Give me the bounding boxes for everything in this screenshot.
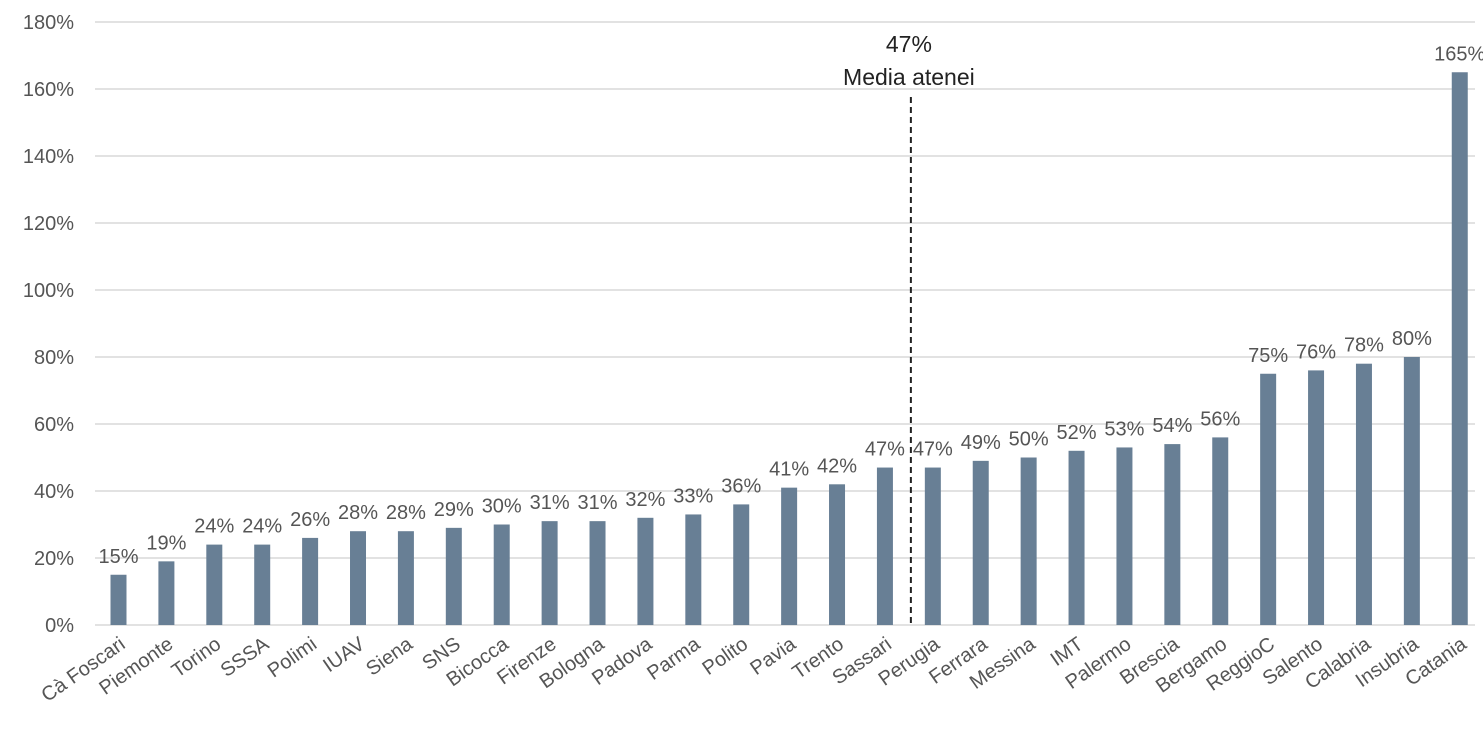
- y-tick-label: 40%: [34, 481, 74, 503]
- grid-lines: [95, 21, 1475, 626]
- bar-trento: [829, 484, 846, 625]
- bar-sssa: [254, 544, 271, 625]
- bar-c-foscari: [110, 574, 127, 625]
- y-tick-label: 60%: [34, 414, 74, 436]
- data-label: 75%: [1248, 345, 1288, 367]
- average-text-label: Media atenei: [843, 64, 975, 90]
- data-label: 28%: [338, 502, 378, 524]
- data-label: 165%: [1434, 43, 1483, 65]
- data-label: 31%: [530, 492, 570, 514]
- y-tick-label: 80%: [34, 347, 74, 369]
- y-tick-label: 140%: [23, 146, 74, 168]
- bar-perugia: [924, 467, 941, 625]
- bar-torino: [206, 544, 223, 625]
- data-label: 53%: [1104, 418, 1144, 440]
- x-tick-label: Torino: [168, 633, 225, 682]
- data-label: 54%: [1152, 415, 1192, 437]
- y-tick-label: 180%: [23, 12, 74, 34]
- bar-calabria: [1355, 363, 1372, 625]
- y-tick-label: 120%: [23, 213, 74, 235]
- data-label: 49%: [961, 432, 1001, 454]
- y-tick-label: 0%: [45, 615, 74, 637]
- bar-catania: [1451, 72, 1468, 625]
- bar-parma: [685, 514, 702, 625]
- average-value-label: 47%: [886, 31, 932, 57]
- data-label: 80%: [1392, 328, 1432, 350]
- data-label: 36%: [721, 475, 761, 497]
- data-label: 31%: [578, 492, 618, 514]
- x-tick-label: SSSA: [217, 633, 274, 682]
- bar-sassari: [876, 467, 893, 625]
- y-axis: 0% 20% 40% 60% 80% 100% 120% 140% 160% 180%: [23, 12, 74, 637]
- data-label: 52%: [1057, 422, 1097, 444]
- bar-padova: [637, 517, 654, 625]
- x-tick-label: Siena: [362, 633, 417, 681]
- y-tick-label: 20%: [34, 548, 74, 570]
- bar-iuav: [350, 531, 367, 625]
- data-label: 24%: [242, 516, 282, 538]
- data-label: 42%: [817, 455, 857, 477]
- bar-sns: [445, 527, 462, 625]
- bars: [110, 72, 1468, 625]
- bar-palermo: [1116, 447, 1133, 625]
- bar-pavia: [781, 487, 798, 625]
- bar-piemonte: [158, 561, 175, 625]
- x-tick-label: Parma: [643, 633, 705, 685]
- bar-siena: [397, 531, 414, 625]
- bar-bologna: [589, 521, 606, 625]
- data-label: 29%: [434, 499, 474, 521]
- data-label: 30%: [482, 496, 522, 518]
- x-axis: Cà FoscariPiemonteTorinoSSSAPolimiIUAVSi…: [38, 633, 1472, 707]
- data-label: 78%: [1344, 335, 1384, 357]
- bar-salento: [1308, 370, 1325, 625]
- bar-imt: [1068, 450, 1085, 625]
- data-label: 26%: [290, 509, 330, 531]
- data-label: 15%: [98, 546, 138, 568]
- x-tick-label: IUAV: [319, 633, 369, 677]
- bar-insubria: [1403, 357, 1420, 625]
- x-tick-label: Polito: [698, 633, 752, 680]
- data-label: 32%: [625, 489, 665, 511]
- bar-ferrara: [972, 460, 989, 625]
- data-label: 24%: [194, 516, 234, 538]
- average-reference: 47% Media atenei: [843, 31, 975, 625]
- data-label: 19%: [146, 532, 186, 554]
- data-label: 50%: [1009, 429, 1049, 451]
- y-tick-label: 100%: [23, 280, 74, 302]
- data-label: 47%: [865, 439, 905, 461]
- y-tick-label: 160%: [23, 79, 74, 101]
- bar-reggioc: [1260, 373, 1277, 625]
- bar-firenze: [541, 521, 558, 625]
- data-label: 28%: [386, 502, 426, 524]
- data-label: 47%: [913, 439, 953, 461]
- bar-brescia: [1164, 444, 1181, 625]
- bar-polimi: [302, 537, 319, 625]
- x-tick-label: Polimi: [264, 633, 321, 682]
- bar-bicocca: [493, 524, 510, 625]
- bar-bergamo: [1212, 437, 1229, 625]
- data-label: 41%: [769, 459, 809, 481]
- data-label: 56%: [1200, 408, 1240, 430]
- data-label: 33%: [673, 485, 713, 507]
- bar-polito: [733, 504, 750, 625]
- data-label: 76%: [1296, 341, 1336, 363]
- bar-messina: [1020, 457, 1037, 625]
- data-labels: 15% 19% 24% 24% 26% 28% 28% 29% 30% 31% 31% 32% 33% 3…: [98, 43, 1483, 568]
